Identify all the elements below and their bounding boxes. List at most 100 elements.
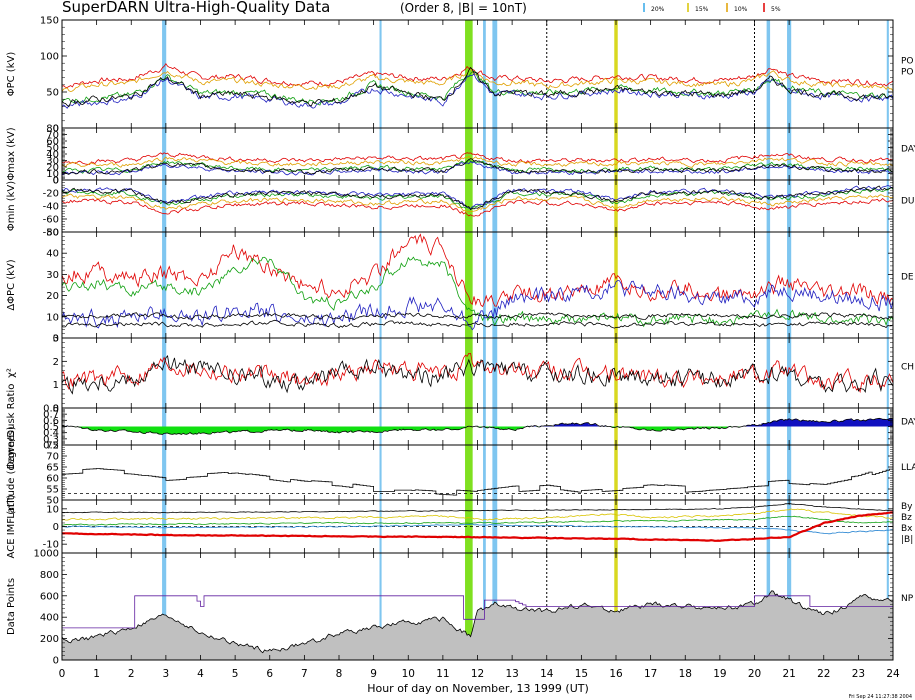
- chart-subtitle: (Order 8, |B| = 10nT): [400, 1, 527, 15]
- y-axis-label: ΔΦPC (kV): [6, 259, 17, 310]
- series-line-0: [62, 152, 893, 165]
- x-tick-label: 5: [232, 668, 239, 680]
- series-line-0: [62, 233, 893, 308]
- y-tick-label: 0.6: [43, 416, 59, 427]
- series-line-1: [62, 256, 893, 328]
- y-tick-label: 40: [46, 150, 59, 161]
- y-tick-label: 0.4: [43, 428, 59, 439]
- y-tick-label: 75: [46, 441, 59, 452]
- panel-series-latitude: [62, 466, 893, 496]
- y-tick-label: 150: [40, 16, 59, 27]
- x-tick-label: 16: [609, 668, 623, 680]
- right-label: |B|: [901, 535, 913, 545]
- x-tick-label: 23: [852, 668, 865, 680]
- legend-label-3: 5%: [771, 6, 781, 13]
- y-tick-label: 3: [53, 334, 59, 345]
- y-tick-label: 10: [46, 169, 59, 180]
- series-line-4: [62, 185, 893, 211]
- highlight-band-2: [465, 20, 473, 660]
- y-tick-label: 70: [46, 130, 59, 141]
- x-axis-label: Hour of day on November, 13 1999 (UT): [367, 682, 589, 695]
- series-line-3: [62, 523, 893, 535]
- right-label: DAY: [901, 418, 915, 428]
- y-tick-label: 2: [53, 357, 59, 368]
- panel-series-delta-phi-pc: [62, 233, 893, 331]
- x-tick-label: 24: [886, 668, 900, 680]
- x-tick-label: 22: [817, 668, 830, 680]
- y-tick-label: 50: [46, 88, 59, 99]
- y-tick-label: 30: [46, 156, 59, 167]
- legend: 20% 15% 10% 5%: [643, 3, 781, 13]
- y-tick-label: 100: [40, 52, 59, 63]
- x-tick-label: 20: [748, 668, 761, 680]
- y-tick-label: 20: [46, 291, 59, 302]
- panel-data-points: 0 200 400 600 800 1000 Data Points NP: [6, 549, 914, 667]
- series-line-1: [62, 355, 893, 395]
- y-tick-label: 0: [53, 176, 59, 187]
- y-axis-label: χ²: [6, 368, 17, 378]
- right-label: CH: [901, 363, 914, 373]
- y-tick-label: -40: [43, 202, 59, 213]
- right-label: LLA: [901, 463, 915, 473]
- x-tick-label: 21: [782, 668, 795, 680]
- y-tick-label: 80: [46, 124, 59, 135]
- right-label: Bx: [901, 524, 913, 534]
- y-tick-label: -60: [43, 215, 59, 226]
- series-line-0: [62, 197, 893, 217]
- y-axis-label: Dawn/Dusk Ratio: [6, 384, 17, 470]
- panel-dawn-dusk-ratio: 0.20.30.40.50.60.70.8 Dawn/Dusk Ratio DAY: [6, 384, 915, 470]
- highlight-bands: [162, 20, 889, 660]
- x-tick-label: 15: [575, 668, 588, 680]
- y-tick-label: 600: [40, 591, 59, 602]
- series-line-0: [62, 417, 893, 435]
- y-tick-label: -10: [43, 540, 59, 551]
- series-line-0: [62, 466, 893, 496]
- y-tick-label: 50: [46, 228, 59, 239]
- y-tick-label: 20: [46, 163, 59, 174]
- y-tick-label: 0: [53, 656, 59, 667]
- y-tick-label: 0.8: [43, 404, 59, 415]
- series-line-4: [62, 66, 893, 108]
- y-axis-label: Data Points: [6, 578, 17, 635]
- y-axis-label: ΦPC (kV): [6, 52, 17, 97]
- y-tick-label: 50: [46, 143, 59, 154]
- series-line-3: [62, 185, 893, 209]
- legend-label-0: 20%: [651, 6, 665, 13]
- x-tick-label: 10: [402, 668, 415, 680]
- right-label: DAY: [901, 144, 915, 154]
- x-tick-label: 3: [163, 668, 170, 680]
- series-line-0: [62, 502, 893, 514]
- series-line-0: [62, 353, 893, 394]
- right-label: DU: [901, 196, 915, 206]
- y-tick-label: 0.2: [43, 441, 59, 452]
- y-tick-label: 55: [46, 485, 59, 496]
- y-tick-label: 0.5: [43, 422, 59, 433]
- panel-delta-phi-pc: 0 10 20 30 40 50 ΔΦPC (kV) DE: [6, 228, 914, 345]
- panel-chi2: 0 1 2 3 χ² CH: [6, 334, 914, 415]
- series-line-3: [62, 319, 893, 329]
- panel-series-phi-pc: [62, 62, 893, 109]
- y-tick-label: 400: [40, 613, 59, 624]
- y-tick-label: 60: [46, 474, 59, 485]
- series-line-2: [62, 187, 893, 210]
- highlight-band-0: [162, 20, 167, 660]
- highlight-band-8: [886, 20, 889, 660]
- x-tick-label: 17: [644, 668, 657, 680]
- y-axis-label: Φmax (kV): [6, 127, 17, 180]
- highlight-band-4: [492, 20, 498, 660]
- panel-series-phi-max: [62, 152, 893, 176]
- legend-label-2: 10%: [734, 6, 748, 13]
- x-tick-label: 2: [128, 668, 135, 680]
- right-label: By: [901, 502, 913, 512]
- right-label: PO: [901, 68, 914, 78]
- y-tick-label: 0.3: [43, 434, 59, 445]
- series-line-3: [62, 73, 893, 109]
- y-tick-label: 0: [53, 176, 59, 187]
- series-line-4: [62, 511, 893, 542]
- series-line-2: [62, 515, 893, 526]
- series-fill-0: [62, 590, 893, 660]
